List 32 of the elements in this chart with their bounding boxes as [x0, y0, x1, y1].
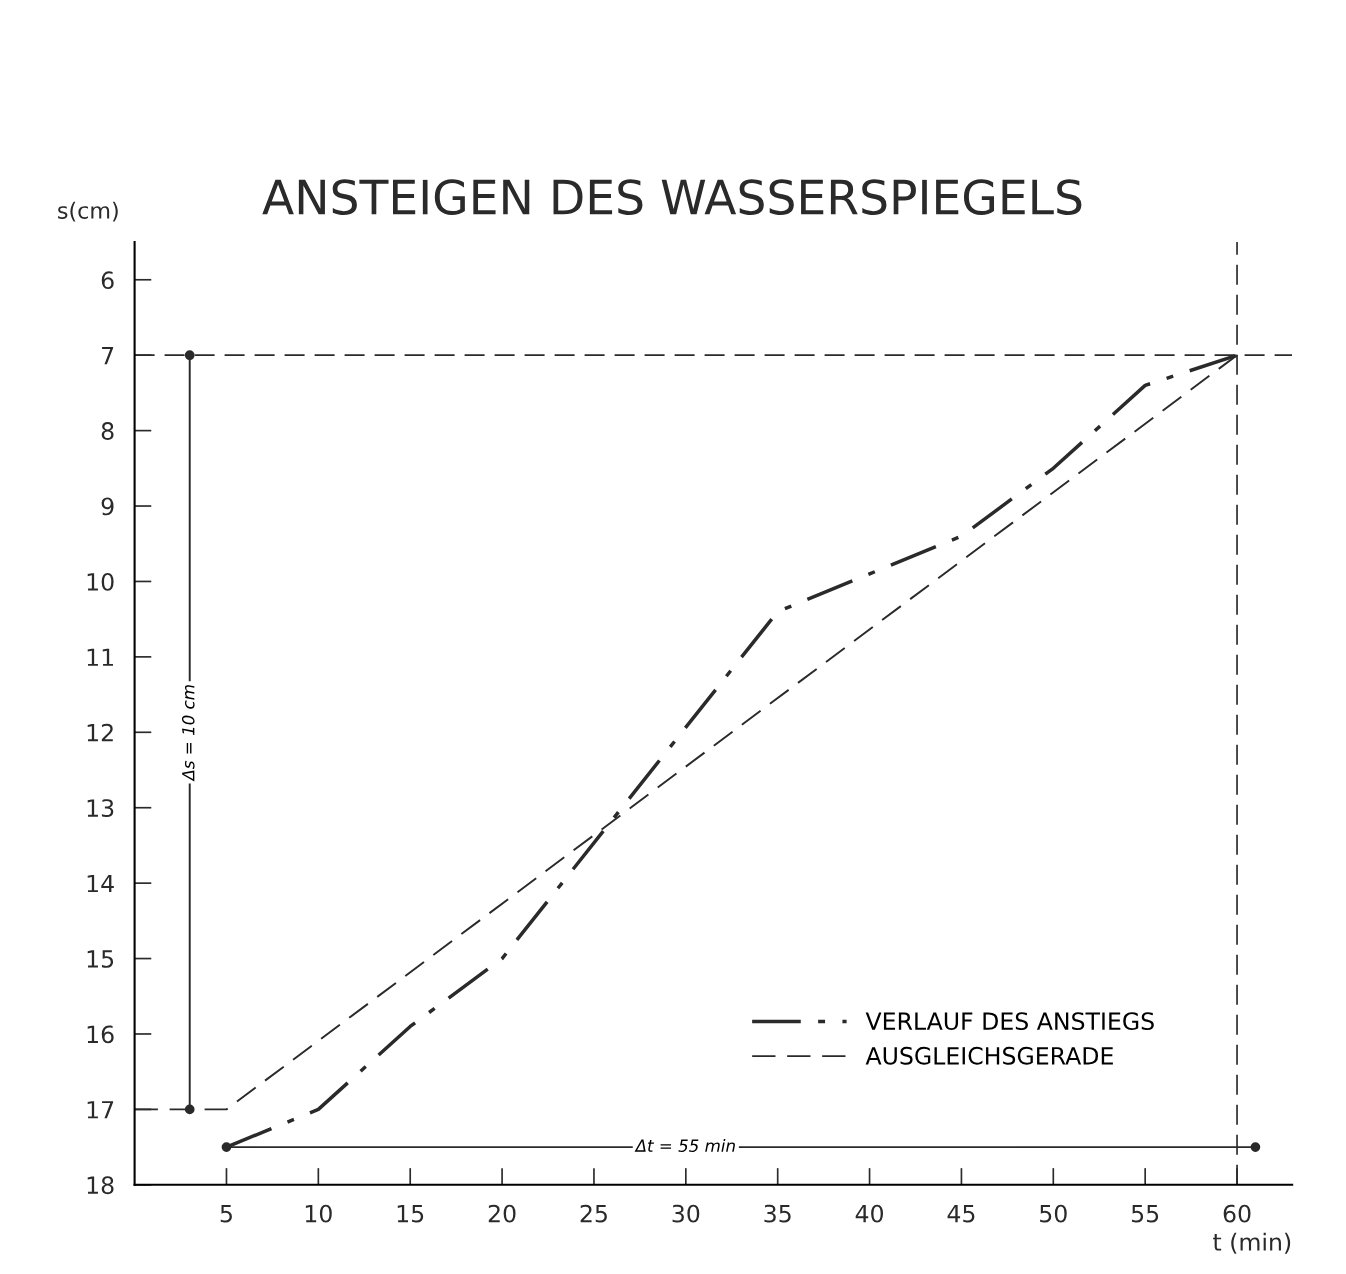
- x-tick-label: 30: [672, 1204, 700, 1223]
- y-tick-label: 6: [101, 271, 114, 290]
- annotation: Δt = 55 min: [634, 1139, 735, 1152]
- x-tick-label: 60: [1223, 1204, 1251, 1223]
- x-tick-label: 35: [764, 1204, 791, 1223]
- x-tick-label: 50: [1040, 1204, 1067, 1223]
- y-tick-label: 13: [87, 799, 114, 818]
- x-tick-label: 5: [220, 1204, 232, 1223]
- y-tick-label: 9: [101, 497, 114, 516]
- y-tick-label: 11: [87, 648, 113, 666]
- x-tick-label: 55: [1131, 1204, 1159, 1223]
- annotation: Δs = 10 cm: [181, 685, 195, 782]
- y-tick-label: 14: [87, 874, 114, 893]
- y-tick-label: 8: [101, 422, 114, 440]
- y-tick-label: 10: [87, 572, 114, 591]
- legend-label: AUSGLEICHSGERADE: [865, 1046, 1113, 1065]
- y-tick-label: 16: [87, 1025, 114, 1044]
- legend-label: VERLAUF DES ANSTIEGS: [865, 1012, 1154, 1031]
- y-tick-label: 7: [102, 346, 114, 365]
- x-tick-label: 25: [580, 1204, 607, 1223]
- x-tick-label: 45: [947, 1204, 975, 1223]
- y-tick-label: 18: [87, 1176, 114, 1195]
- x-tick-label: 10: [305, 1204, 332, 1223]
- x-tick-label: 40: [855, 1204, 884, 1223]
- x-tick-label: 20: [488, 1204, 516, 1223]
- y-tick-label: 17: [87, 1101, 114, 1119]
- y-tick-label: 12: [87, 723, 113, 742]
- x-axis-title: t (min): [1213, 1232, 1291, 1254]
- x-tick-label: 15: [397, 1204, 424, 1223]
- y-axis-title: s(cm): [58, 201, 118, 222]
- y-tick-label: 15: [87, 950, 114, 968]
- chart-title: ANSTEIGEN DES WASSERSPIEGELS: [262, 179, 1082, 215]
